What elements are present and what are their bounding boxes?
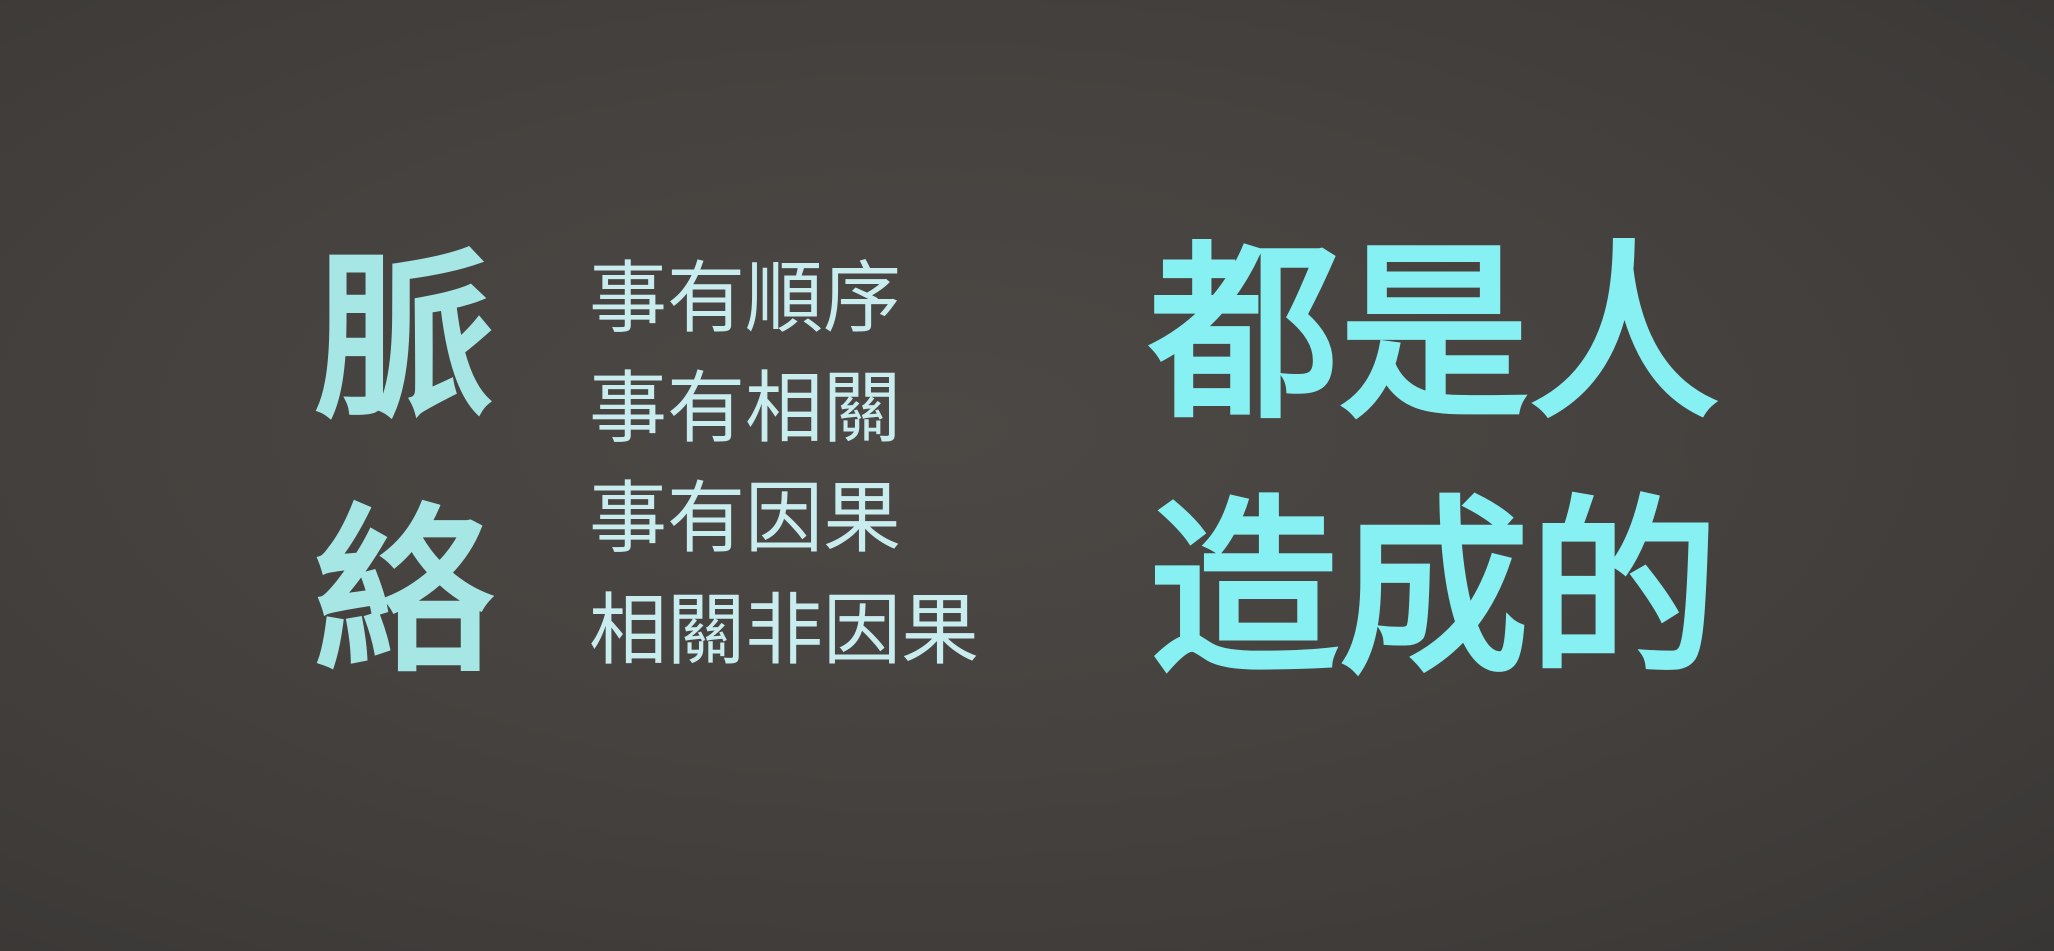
left-title-char: 絡 <box>314 489 495 698</box>
line-text: 事有順序 <box>589 254 902 344</box>
right-text: 都是人 <box>1149 224 1720 445</box>
right-text: 造成的 <box>1149 479 1720 700</box>
left-title-char: 脈 <box>314 234 495 443</box>
line-text: 相關非因果 <box>589 586 980 676</box>
line-text: 事有相關 <box>589 364 902 454</box>
line-text: 事有因果 <box>589 474 902 564</box>
